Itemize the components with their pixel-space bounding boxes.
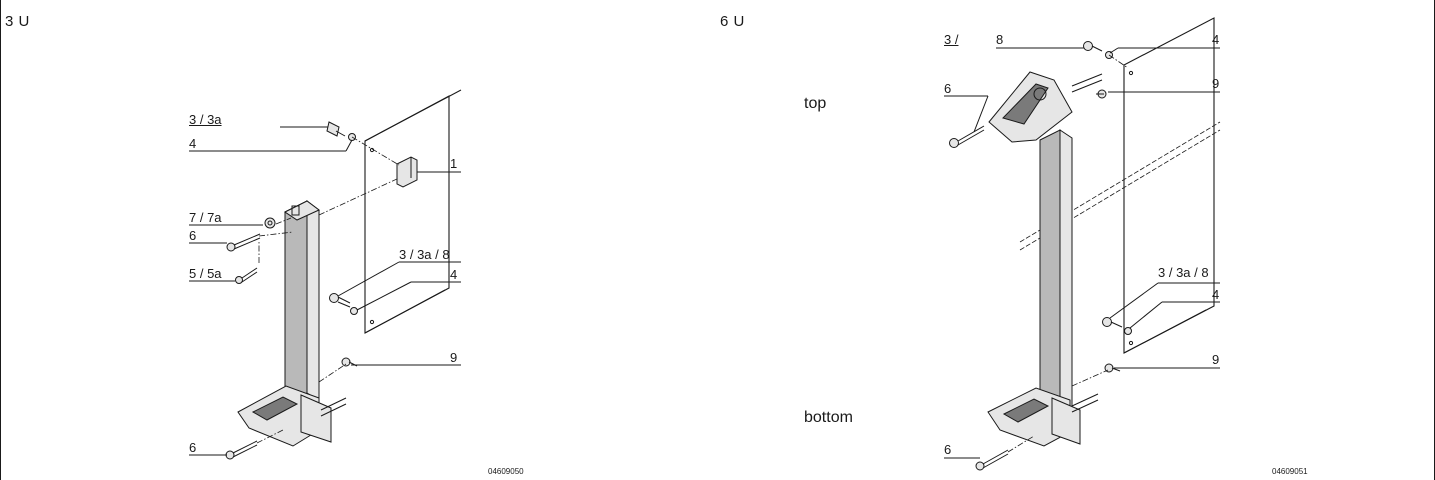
label-6-top: 6 [944,81,952,96]
label-4-top: 4 [1212,32,1220,47]
side-label-bottom: bottom [804,409,853,426]
label-4-top: 4 [189,136,197,151]
label-3: 3 / [944,32,959,47]
label-1: 1 [450,156,458,171]
side-label-top: top [804,95,827,112]
label-5-5a: 5 / 5a [189,266,222,281]
handle-rail [284,200,308,405]
screw-8 [1083,41,1103,52]
screw-3-3a [326,121,346,137]
label-3-3a: 3 / 3a [189,112,222,127]
screw-6-top [949,125,985,148]
header-3u: 3 U [5,13,30,30]
handle-rail [1039,129,1061,413]
label-4-bottom: 4 [450,267,458,282]
label-3-3a-8: 3 / 3a / 8 [1158,265,1209,280]
label-6-top: 6 [189,228,197,243]
label-4-bottom: 4 [1212,287,1220,302]
label-8: 8 [996,32,1004,47]
label-9-bottom: 9 [1212,352,1220,367]
diagram-panel-3u: 3 U 3 / 3a 4 1 7 / 7a 6 5 / 5a 3 / 3a / … [0,0,524,480]
screw-9-bottom [1104,363,1121,373]
diagram-6u-drawing [944,17,1221,471]
diagram-3u-drawing [189,89,462,460]
screw-3-3a-8 [1102,317,1123,328]
screw-3-3a-8 [329,293,351,308]
screw-6-bottom [975,449,1009,471]
screw-9-top [1096,89,1107,99]
screw-5-5a [235,267,258,284]
washer-4-bottom [1124,327,1132,335]
front-panel-plate [1123,17,1215,354]
label-6-bottom: 6 [189,440,197,455]
label-9: 9 [450,350,458,365]
front-panel-plate [364,95,450,334]
diagram-panel-6u: 6 U 3 / 8 4 6 9 3 / 3a / 8 4 9 6 top bot… [718,0,1435,480]
label-3-3a-8: 3 / 3a / 8 [399,247,450,262]
label-6-bottom: 6 [944,442,952,457]
handle-rail-side [306,200,320,401]
figure-id-3u: 04609050 [488,467,524,476]
screw-7-7a [264,217,276,229]
label-7-7a: 7 / 7a [189,210,222,225]
screw-6-bottom [225,440,258,460]
header-6u: 6 U [720,13,745,30]
handle-rail-side [1059,129,1073,411]
figure-id-6u: 04609051 [1272,467,1308,476]
washer-4-bottom [350,307,358,315]
screw-6-top [226,233,261,252]
label-9-top: 9 [1212,76,1220,91]
